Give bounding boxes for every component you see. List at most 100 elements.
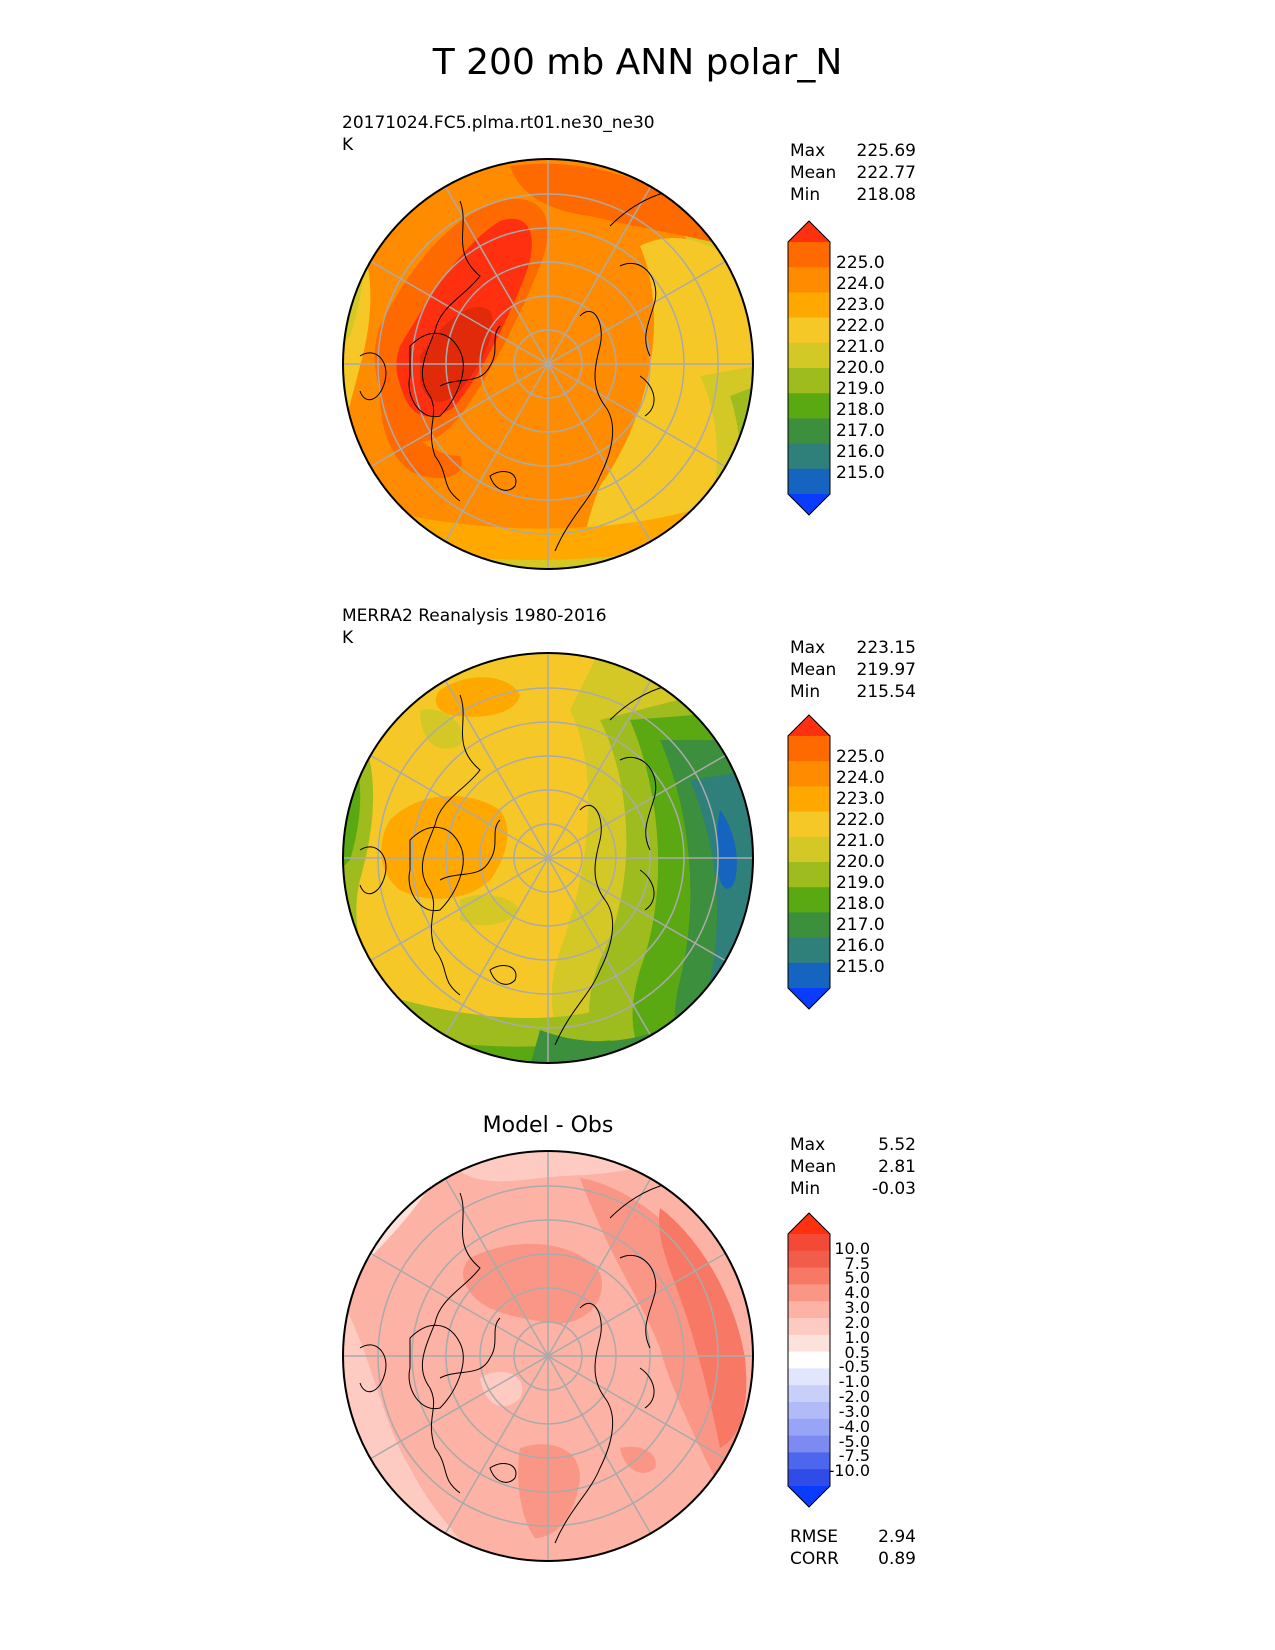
colorbar-segment	[788, 1435, 830, 1453]
colorbar-segment	[788, 1318, 830, 1336]
panel2-stat-max: Max 223.15	[790, 638, 916, 658]
panel3-colorbar	[787, 1212, 831, 1508]
colorbar-segment	[788, 443, 830, 470]
panel1-units: K	[342, 135, 354, 155]
colorbar-tick-label: -0.5	[838, 1357, 870, 1377]
colorbar-tick-label: 223.0	[836, 295, 885, 315]
panel3-title: Model - Obs	[482, 1113, 614, 1138]
panel3-colorbar-labels: 10.0 7.5 5.0 4.0 3.0 2.0 1.0 0.5 -0.5 -1.0 -2.0 -3.…	[829, 1212, 914, 1508]
colorbar-segment	[788, 1469, 830, 1487]
colorbar-segment	[788, 418, 830, 445]
panel2-title: MERRA2 Reanalysis 1980-2016 K	[342, 605, 607, 649]
colorbar-tick-label: 223.0	[836, 789, 885, 809]
colorbar-tick-label: -2.0	[838, 1387, 870, 1407]
panel2-dataset-name: MERRA2 Reanalysis 1980-2016	[342, 606, 607, 626]
panel2-polar-map	[342, 652, 754, 1064]
colorbar-segment	[788, 836, 830, 863]
colorbar-segment	[788, 1334, 830, 1353]
colorbar-outline	[787, 220, 831, 516]
colorbar-segment	[788, 292, 830, 319]
colorbar-bottom-extend	[788, 494, 830, 515]
colorbar-bottom-extend	[788, 1486, 830, 1507]
panel1-stat-min: Min 218.08	[790, 185, 916, 205]
colorbar-tick-label: -10.0	[828, 1461, 870, 1481]
colorbar-segment	[788, 1368, 830, 1386]
colorbar-tick-label: -1.0	[838, 1372, 870, 1392]
colorbar-tick-label: 1.0	[844, 1327, 870, 1347]
colorbar-segment	[788, 242, 830, 268]
colorbar-tick-label: 0.5	[844, 1342, 870, 1362]
colorbar-tick-label: 220.0	[836, 852, 885, 872]
colorbar-segment	[788, 1301, 830, 1319]
colorbar-tick-label: -7.5	[838, 1446, 870, 1466]
colorbar-segment	[788, 912, 830, 939]
panel1-title: 20171024.FC5.plma.rt01.ne30_ne30 K	[342, 112, 655, 156]
colorbar-segment	[788, 468, 830, 495]
colorbar-top-extend	[788, 221, 830, 242]
colorbar-tick-label: 222.0	[836, 316, 885, 336]
colorbar-tick-label: 221.0	[836, 337, 885, 357]
colorbar-segment	[788, 1284, 830, 1302]
colorbar-segment	[788, 786, 830, 813]
colorbar-tick-label: -5.0	[838, 1431, 870, 1451]
colorbar-segment	[788, 368, 830, 394]
panel2-colorbar	[787, 714, 831, 1010]
panel3-stat-mean: Mean 2.81	[790, 1157, 916, 1177]
colorbar-segment	[788, 862, 830, 888]
colorbar-segment	[788, 1351, 830, 1369]
colorbar-segment	[788, 267, 830, 293]
colorbar-tick-label: 216.0	[836, 936, 885, 956]
colorbar-tick-label: 217.0	[836, 421, 885, 441]
colorbar-top-extend	[788, 715, 830, 736]
colorbar-tick-label: -3.0	[838, 1401, 870, 1421]
colorbar-segment	[788, 1452, 830, 1470]
panel2-stat-min: Min 215.54	[790, 682, 916, 702]
panel2-stats: Max 223.15 Mean 219.97 Min 215.54	[790, 637, 916, 703]
colorbar-segment	[788, 1234, 830, 1252]
colorbar-bottom-extend	[788, 988, 830, 1009]
colorbar-segment	[788, 342, 830, 369]
colorbar-segment	[788, 811, 830, 838]
panel1-stat-max: Max 225.69	[790, 141, 916, 161]
panel3-stats: Max 5.52 Mean 2.81 Min -0.03	[790, 1134, 916, 1200]
colorbar-tick-label: 220.0	[836, 358, 885, 378]
colorbar-segment	[788, 1267, 830, 1285]
panel3-stat-min: Min -0.03	[790, 1179, 916, 1199]
panel1-colorbar-labels: 225.0 224.0 223.0 222.0 221.0 220.0 219.0 218.0…	[836, 220, 916, 516]
colorbar-segment	[788, 1402, 830, 1420]
colorbar-tick-label: 222.0	[836, 810, 885, 830]
colorbar-segment	[788, 1418, 830, 1437]
colorbar-tick-label: 3.0	[844, 1298, 870, 1318]
colorbar-tick-label: 219.0	[836, 379, 885, 399]
panel1-stats: Max 225.69 Mean 222.77 Min 218.08	[790, 140, 916, 206]
colorbar-tick-label: 219.0	[836, 873, 885, 893]
colorbar-tick-label: 215.0	[836, 957, 885, 977]
colorbar-outline	[787, 1212, 831, 1508]
panel1-colorbar	[787, 220, 831, 516]
colorbar-tick-label: 10.0	[834, 1238, 870, 1258]
colorbar-segment	[788, 1250, 830, 1269]
colorbar-segment	[788, 1385, 830, 1403]
colorbar-segment	[788, 761, 830, 787]
colorbar-tick-label: 224.0	[836, 768, 885, 788]
colorbar-top-extend	[788, 1213, 830, 1234]
panel1-case-name: 20171024.FC5.plma.rt01.ne30_ne30	[342, 113, 655, 133]
colorbar-tick-label: 4.0	[844, 1283, 870, 1303]
panel2-colorbar-labels: 225.0 224.0 223.0 222.0 221.0 220.0 219.0 218.0…	[836, 714, 916, 1010]
colorbar-tick-label: 216.0	[836, 442, 885, 462]
colorbar-segment	[788, 937, 830, 964]
panel1-polar-map	[342, 158, 754, 570]
colorbar-tick-label: 221.0	[836, 831, 885, 851]
colorbar-tick-label: 7.5	[844, 1253, 870, 1273]
colorbar-tick-label: 215.0	[836, 463, 885, 483]
colorbar-tick-label: 218.0	[836, 894, 885, 914]
figure-title: T 200 mb ANN polar_N	[432, 42, 843, 83]
panel2-units: K	[342, 628, 354, 648]
colorbar-tick-label: 225.0	[836, 253, 885, 273]
colorbar-segment	[788, 887, 830, 913]
colorbar-outline	[787, 714, 831, 1010]
panel3-metric-corr: CORR 0.89	[790, 1549, 916, 1569]
panel1-stat-mean: Mean 222.77	[790, 163, 916, 183]
colorbar-segment	[788, 393, 830, 419]
panel2-stat-mean: Mean 219.97	[790, 660, 916, 680]
